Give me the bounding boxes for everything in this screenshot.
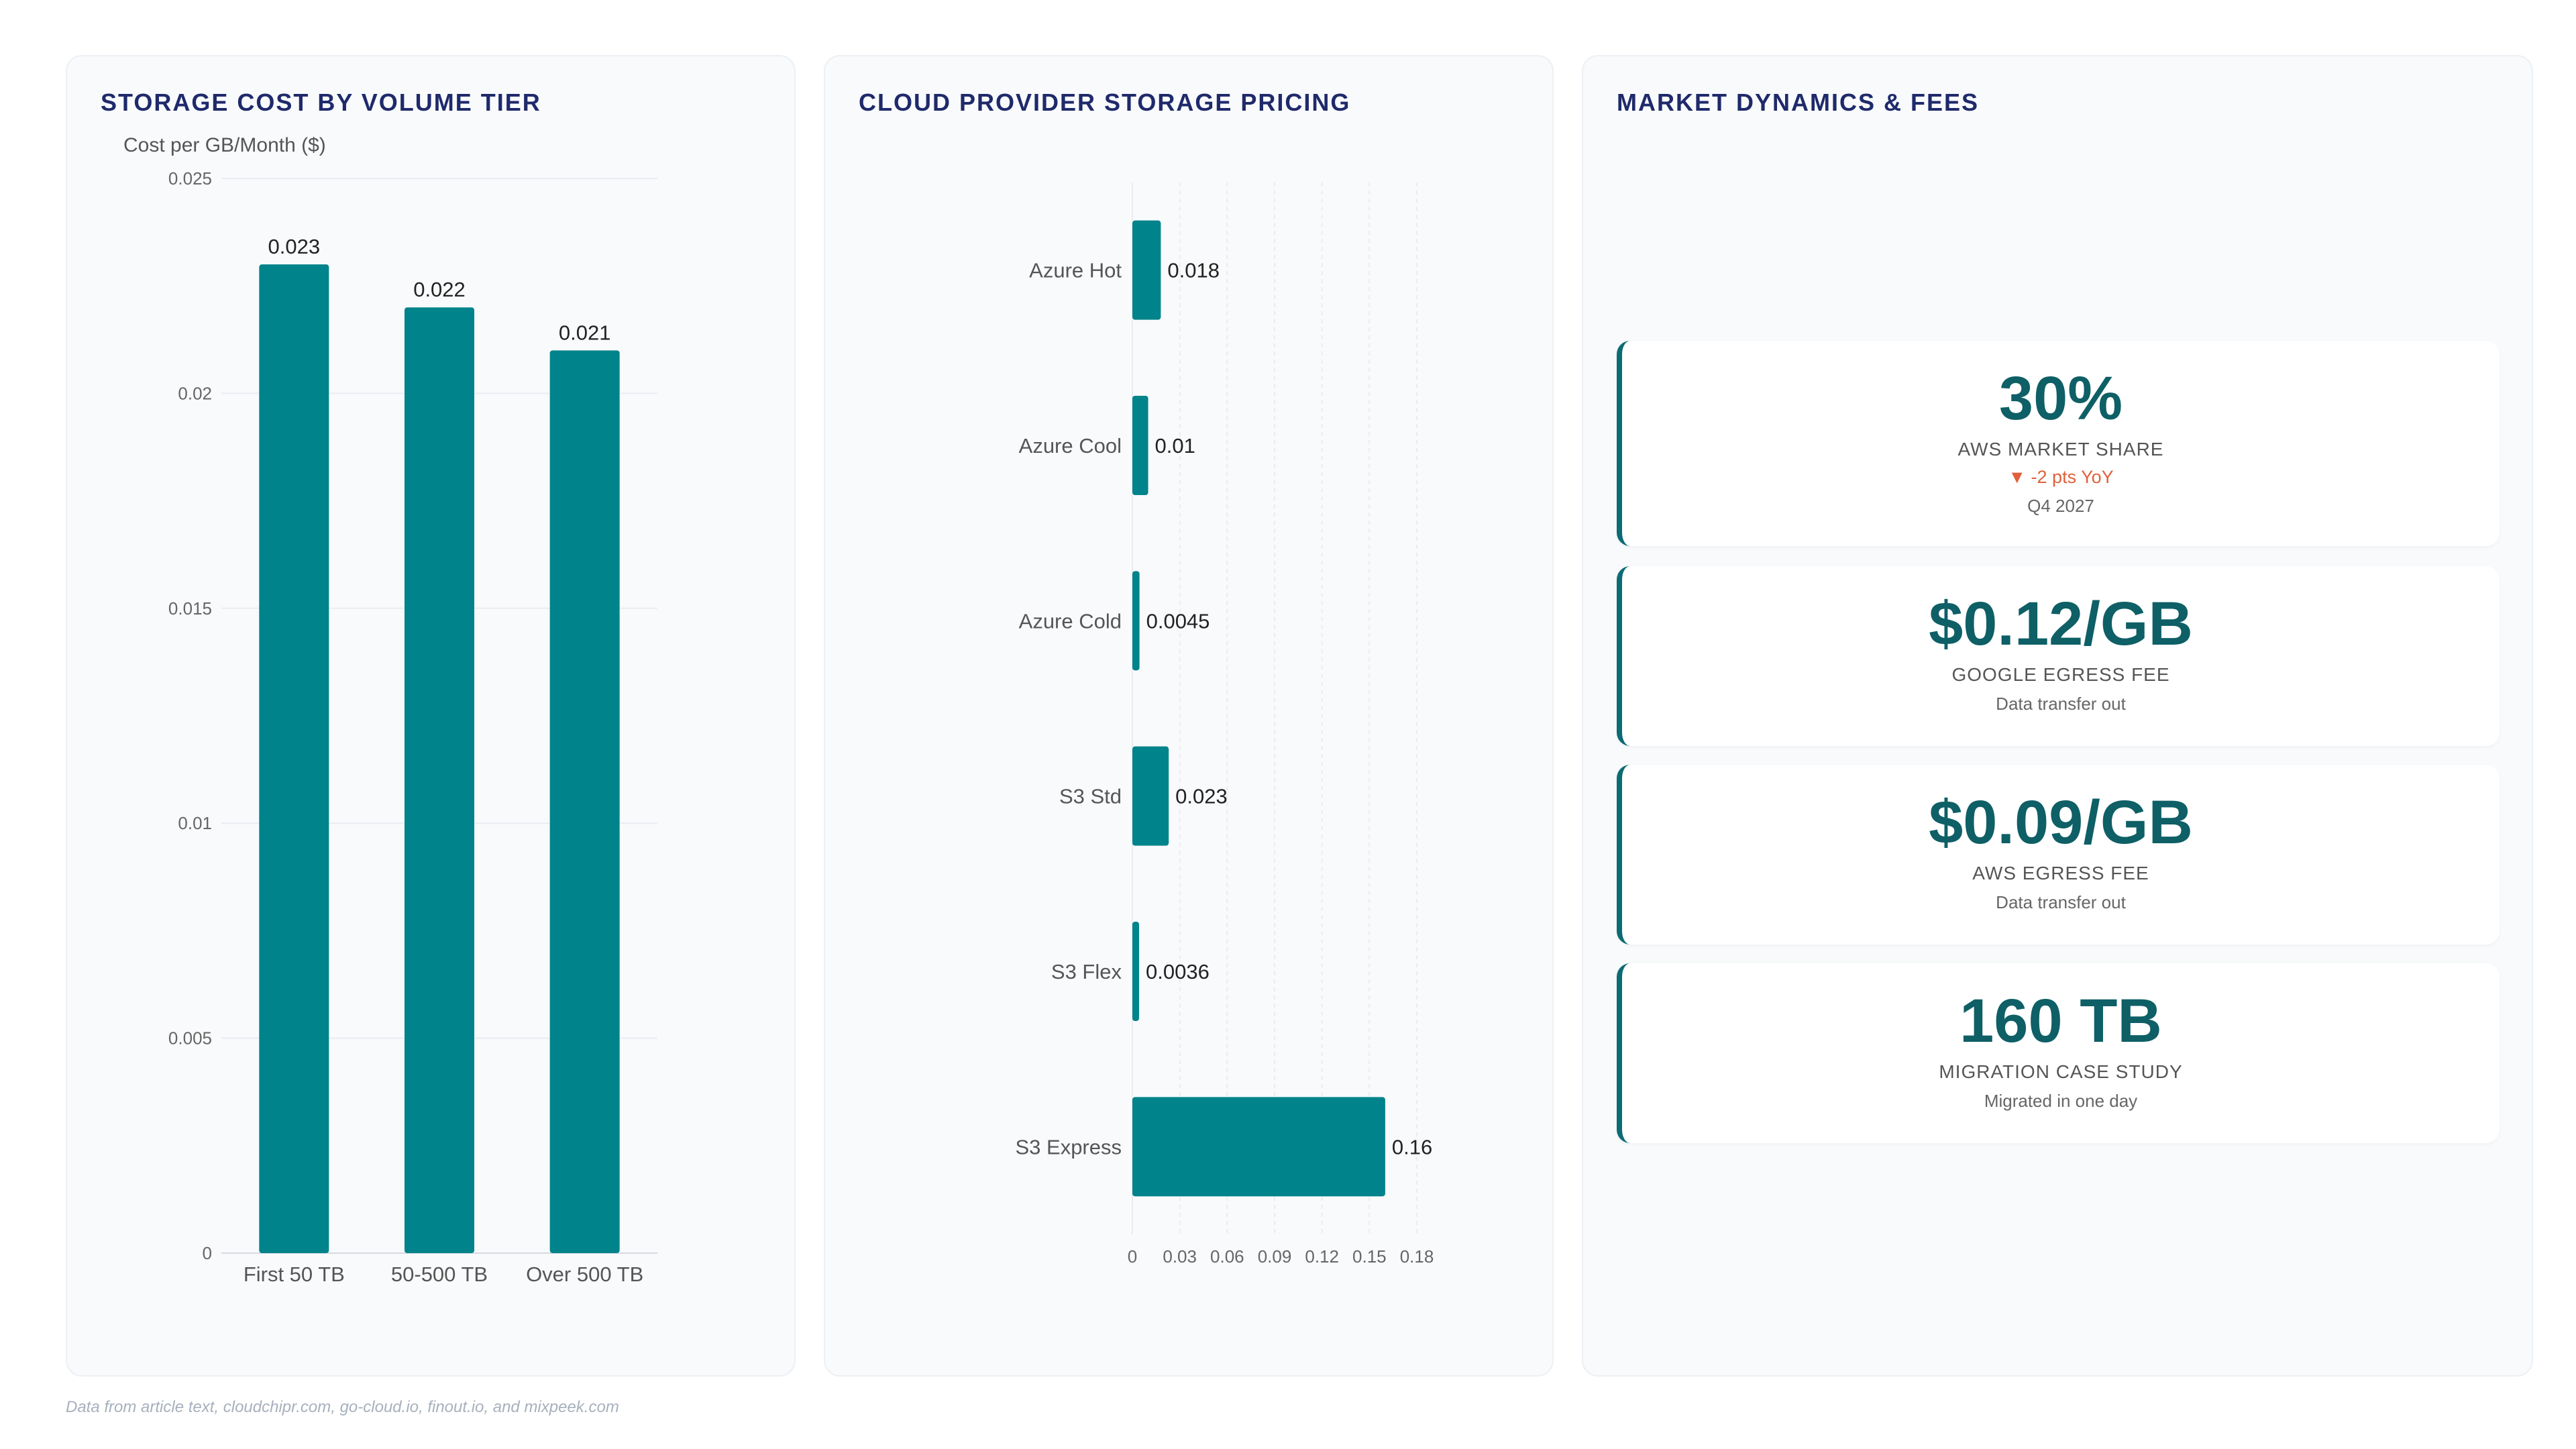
kpi-value: 30% [1998, 364, 2123, 433]
x-tick-label: 0.15 [1352, 1246, 1387, 1267]
bar [549, 350, 620, 1253]
y-axis-label: Cost per GB/Month ($) [123, 134, 326, 156]
y-tick-label: 0.025 [168, 168, 212, 189]
bar-value-label: 0.0045 [1146, 609, 1210, 633]
x-category-label: Over 500 TB [526, 1263, 643, 1286]
kpi-delta: ▼ -2 pts YoY [2008, 467, 2114, 487]
y-category-label: S3 Express [1015, 1135, 1122, 1159]
x-tick-label: 0.03 [1163, 1246, 1197, 1267]
tier-bar-chart: Cost per GB/Month ($) 0 0.005 0.01 0.015 0.02… [123, 134, 657, 1286]
kpi-subtext: Migrated in one day [1984, 1091, 2138, 1111]
bar [1132, 1097, 1385, 1197]
kpi-card-migration: 160 TB MIGRATION CASE STUDY Migrated in … [1617, 963, 2500, 1143]
kpi-subtext: Data transfer out [1996, 892, 2126, 912]
bar [405, 307, 474, 1253]
provider-bar-chart: 0 0.03 0.06 0.09 0.12 0.15 0.18 0.018 Azure Hot 0… [1015, 182, 1434, 1267]
bar [1132, 746, 1169, 846]
kpi-card-google-egress: $0.12/GB GOOGLE EGRESS FEE Data transfer… [1617, 566, 2500, 746]
kpi-value: $0.09/GB [1929, 788, 2193, 857]
kpi-value: $0.12/GB [1929, 590, 2193, 658]
kpi-subtext: Data transfer out [1996, 694, 2126, 714]
bar [1132, 220, 1161, 320]
y-category-label: Azure Cool [1019, 434, 1122, 458]
kpi-subtext: Q4 2027 [2027, 496, 2094, 516]
tier-chart-panel: STORAGE COST BY VOLUME TIER Cost per GB/… [66, 55, 796, 1377]
kpi-label: MIGRATION CASE STUDY [1939, 1061, 2183, 1082]
bar [259, 264, 329, 1253]
x-tick-label: 0.06 [1210, 1246, 1244, 1267]
y-tick-label: 0.005 [168, 1028, 212, 1049]
bar [1132, 571, 1140, 671]
bar-value-label: 0.018 [1167, 259, 1220, 282]
x-tick-label: 0.18 [1400, 1246, 1434, 1267]
y-tick-label: 0 [203, 1243, 212, 1263]
x-category-label: 50-500 TB [391, 1263, 488, 1286]
kpi-card-aws-egress: $0.09/GB AWS EGRESS FEE Data transfer ou… [1617, 765, 2500, 945]
bar [1132, 396, 1148, 495]
footer-source-note: Data from article text, cloudchipr.com, … [66, 1398, 619, 1416]
kpi-label: AWS MARKET SHARE [1957, 439, 2164, 460]
bar-value-label: 0.16 [1392, 1135, 1432, 1159]
market-panel-title: MARKET DYNAMICS & FEES [1617, 89, 1980, 116]
x-category-label: First 50 TB [244, 1263, 345, 1286]
bar-value-label: 0.022 [413, 278, 466, 301]
bar-value-label: 0.023 [268, 235, 321, 258]
y-category-label: Azure Hot [1029, 259, 1122, 282]
x-tick-label: 0 [1128, 1246, 1137, 1267]
bar-value-label: 0.0036 [1146, 960, 1210, 983]
y-tick-label: 0.02 [178, 383, 212, 403]
provider-chart-title: CLOUD PROVIDER STORAGE PRICING [859, 89, 1351, 116]
y-category-label: Azure Cold [1019, 609, 1122, 633]
bar-value-label: 0.021 [559, 321, 611, 344]
tier-chart-title: STORAGE COST BY VOLUME TIER [101, 89, 541, 116]
y-tick-label: 0.015 [168, 598, 212, 619]
kpi-label: GOOGLE EGRESS FEE [1951, 664, 2170, 685]
x-tick-label: 0.12 [1305, 1246, 1339, 1267]
x-tick-label: 0.09 [1258, 1246, 1292, 1267]
kpi-card-aws-share: 30% AWS MARKET SHARE ▼ -2 pts YoY Q4 202… [1617, 341, 2500, 546]
y-category-label: S3 Flex [1051, 960, 1122, 983]
bar-value-label: 0.01 [1155, 434, 1195, 458]
kpi-value: 160 TB [1960, 987, 2162, 1055]
bar [1132, 922, 1139, 1021]
bar-value-label: 0.023 [1175, 785, 1228, 808]
kpi-label: AWS EGRESS FEE [1972, 863, 2149, 883]
provider-chart-panel: CLOUD PROVIDER STORAGE PRICING 0 0.03 0.06… [824, 55, 1554, 1377]
y-tick-label: 0.01 [178, 813, 212, 833]
market-panel: MARKET DYNAMICS & FEES 30% AWS MARKET SH… [1582, 55, 2533, 1377]
y-category-label: S3 Std [1059, 785, 1122, 808]
